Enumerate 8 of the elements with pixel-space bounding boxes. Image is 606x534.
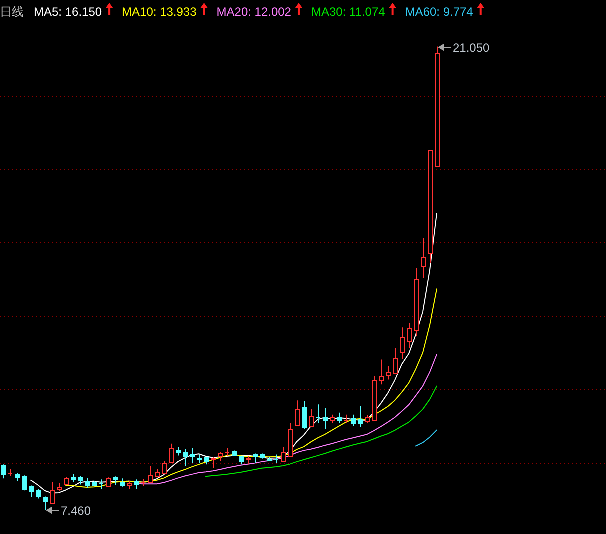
text: MA20: 12.002	[216, 5, 292, 19]
text: MA5: 16.150	[34, 5, 102, 19]
text: 21.050	[453, 41, 490, 55]
annotation: 7.460	[61, 504, 92, 518]
chart-title: 日线	[0, 5, 24, 19]
text: MA10: 13.933	[122, 5, 198, 19]
text: MA60: 9.774	[405, 5, 474, 19]
text: MA30: 11.074	[311, 5, 386, 19]
